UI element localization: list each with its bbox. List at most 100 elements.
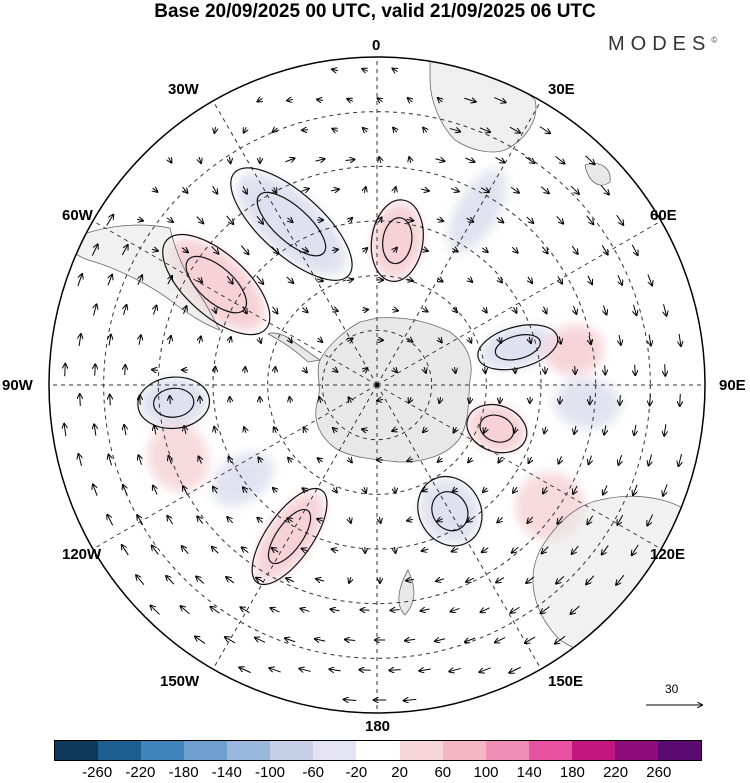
wind-arrow [109,335,111,346]
wind-arrow [453,308,457,312]
lon-label-150w: 150W [160,673,200,690]
madagascar [584,163,611,186]
wind-arrow [331,249,338,250]
wind-arrow [256,275,263,284]
anomaly-pos-pacific-east [147,422,210,492]
wind-arrow [556,216,564,223]
lon-label-120w: 120W [62,546,102,563]
wind-arrow [361,310,368,311]
map-border [48,56,706,714]
colorbar-segment [528,741,572,760]
wind-arrow [469,337,472,342]
colorbar-segment [141,741,185,760]
wind-arrow [349,397,352,402]
wind-arrow [664,424,666,436]
wind-arrow [394,546,395,553]
wind-arrow [226,275,233,283]
wind-arrow [541,606,550,614]
wind-arrow [362,429,369,431]
wind-arrow [316,279,323,281]
wind-arrow [229,337,231,344]
meridian-line [203,84,378,386]
wind-arrow [244,427,246,434]
wind-arrow [333,488,337,493]
wind-arrow [663,484,668,496]
wind-arrow [575,366,576,374]
wind-arrow [603,485,607,494]
colorbar-segment [55,741,99,760]
wind-arrow [481,608,490,612]
colorbar-segment [571,741,615,760]
wind-arrow [318,338,322,342]
lon-label-30w: 30W [168,81,199,98]
wind-arrow [509,666,521,673]
wind-arrow [557,516,564,523]
wind-arrow [647,274,652,286]
height-contours [137,167,559,586]
colorbar-segment [442,741,486,760]
wind-arrow [140,395,141,405]
wind-arrow [80,394,81,406]
brand-name: MODES [608,33,712,55]
wind-arrow [544,426,546,434]
wind-arrow [302,308,307,313]
meridian-line [76,211,378,386]
wind-arrow [269,668,281,673]
wind-arrow [394,187,395,194]
wind-arrow [124,305,127,316]
wind-arrow [226,215,234,224]
wind-arrow [449,668,461,671]
wind-arrow [543,486,547,494]
wind-arrow [393,128,397,133]
colorbar-tick-label: -260 [82,764,113,781]
lon-label-90w: 90W [2,377,33,394]
wind-arrow [559,336,561,343]
wind-arrow [344,699,357,700]
anomaly-band [253,491,326,582]
wind-arrow [589,455,592,465]
wind-arrow [319,397,321,404]
wind-arrow [166,218,173,222]
wind-arrow [169,336,171,345]
wind-arrow [286,276,294,283]
wind-arrow [287,99,294,100]
wind-arrow [586,575,595,585]
contour-line [162,233,271,336]
wind-arrow [435,159,445,162]
wind-arrow [329,669,341,671]
wind-arrow [405,639,416,640]
wind-arrow [211,607,220,614]
wind-arrow [616,574,625,585]
wind-arrow [485,366,486,373]
wind-arrow [452,248,457,251]
wind-arrow [392,429,398,431]
wind-arrow [509,126,520,133]
contour-line [466,403,528,454]
wind-arrow [197,516,204,524]
wind-arrow [349,516,351,523]
wind-arrow [151,606,160,615]
wind-arrow [618,274,622,285]
wind-arrow [649,454,652,466]
lon-label-90e: 90E [719,377,746,394]
wind-arrow [199,156,201,163]
wind-arrow [407,459,412,461]
antarctic-peninsula [267,332,322,363]
wind-arrow [347,99,352,101]
wind-arrow [214,427,216,434]
wind-arrow [664,304,667,316]
wind-arrow [464,98,475,102]
wind-arrow [555,635,566,643]
wind-arrow [259,336,261,343]
wind-arrow [332,69,339,70]
wind-arrow [332,309,338,311]
wind-arrow [556,575,565,583]
wind-arrow [679,453,682,466]
wind-arrow [527,516,534,523]
anomaly-band [166,237,267,332]
wind-arrow [225,637,236,644]
wind-arrow [154,426,156,435]
wind-arrow [199,336,201,344]
wind-arrow [315,639,326,641]
contour-line [382,217,413,265]
